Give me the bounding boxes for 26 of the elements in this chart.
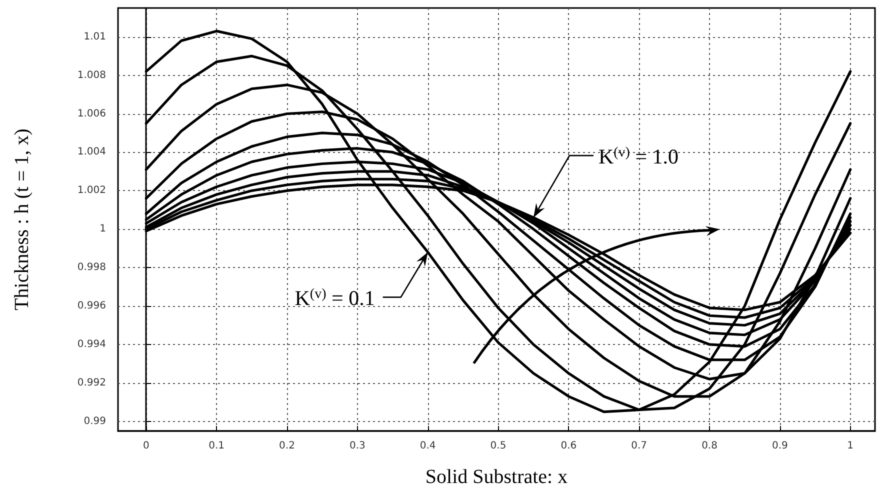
y-tick-label: 0.994 (77, 338, 106, 350)
x-tick-label: 0.2 (279, 440, 295, 452)
y-tick-label: 1.01 (84, 31, 106, 42)
y-tick-label: 1 (100, 224, 106, 235)
y-axis-title: Thickness : h (t = 1, x) (11, 128, 33, 310)
y-tick-label: 0.998 (77, 262, 106, 274)
annotation: K$^{(v)}$ = 0.1 (294, 286, 375, 310)
x-tick-label: 0.9 (772, 440, 788, 452)
y-tick-label: 0.99 (84, 416, 106, 427)
y-tick-label: 1.006 (77, 108, 106, 120)
y-tick-label: 1.004 (77, 146, 106, 158)
y-tick-label: 0.992 (77, 377, 106, 388)
x-axis-title: Solid Substrate: x (425, 466, 568, 488)
y-tick-label: 1.008 (77, 70, 106, 81)
y-tick-label: 0.996 (77, 300, 106, 312)
annotation: K$^{(v)}$ = 1.0 (598, 144, 679, 169)
x-tick-label: 0.3 (349, 440, 366, 452)
x-tick-label: 0 (142, 440, 150, 452)
y-tick-label: 1.002 (77, 185, 106, 196)
x-tick-label: 0.8 (702, 440, 718, 452)
x-tick-label: 0.1 (208, 440, 225, 452)
x-tick-label: 0.6 (560, 440, 577, 452)
x-tick-label: 0.4 (420, 440, 436, 452)
x-tick-label: 0.7 (631, 440, 648, 452)
x-tick-label: 0.5 (490, 440, 506, 452)
x-tick-label: 1 (847, 440, 854, 452)
